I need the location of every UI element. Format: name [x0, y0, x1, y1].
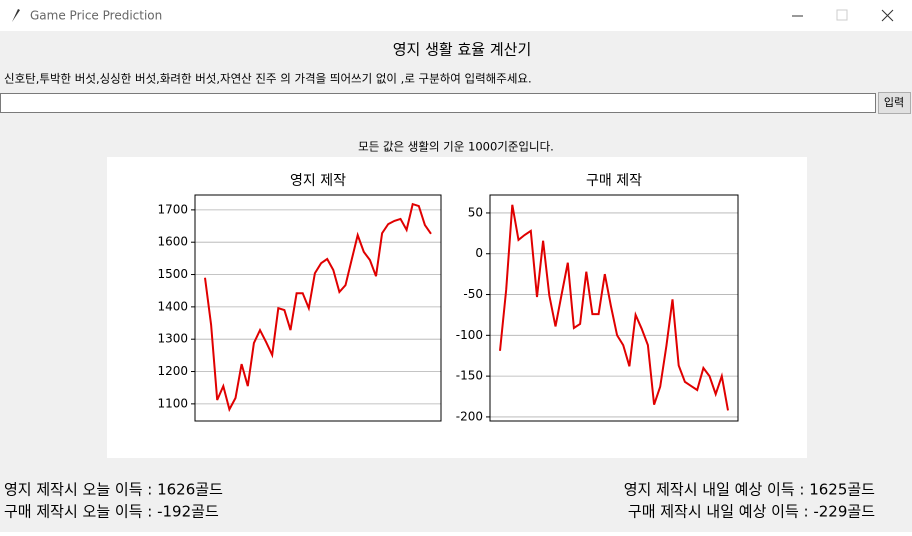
- maximize-button[interactable]: [836, 9, 848, 21]
- result-text: 구매 제작시 내일 예상 이득 : -229골드: [628, 503, 875, 521]
- result-text: 영지 제작시 내일 예상 이득 : 1625골드: [624, 481, 875, 499]
- price-input[interactable]: [0, 93, 876, 113]
- data-line: [499, 204, 729, 411]
- data-line: [204, 202, 432, 413]
- figure: [107, 157, 807, 458]
- y-tick-label: 1200: [157, 364, 188, 378]
- chart-title: 구매 제작: [586, 173, 642, 189]
- y-tick-label: -50: [463, 287, 483, 301]
- result-text: 영지 제작시 오늘 이득 : 1626골드: [4, 481, 223, 499]
- title-bar: [0, 0, 912, 31]
- axes-frame: [194, 194, 442, 422]
- chart-title: 영지 제작: [290, 173, 346, 189]
- y-tick-label: 1100: [157, 396, 188, 410]
- y-tick-label: -100: [456, 328, 483, 342]
- instruction: 신호탄,투박한 버섯,싱싱한 버섯,화려한 버섯,자연산 진주 의 가격을 띄어…: [4, 72, 532, 86]
- y-tick-label: 1500: [157, 267, 188, 281]
- result-text: 구매 제작시 오늘 이득 : -192골드: [4, 503, 219, 521]
- window-title: Game Price Prediction: [30, 9, 162, 23]
- axes-frame: [489, 194, 739, 422]
- y-tick-label: 1300: [157, 332, 188, 346]
- y-tick-label: 1700: [157, 202, 188, 216]
- y-tick-label: 0: [475, 246, 483, 260]
- close-button[interactable]: [881, 9, 894, 22]
- app-icon: [12, 9, 20, 22]
- heading: 영지 생활 효율 계산기: [393, 41, 532, 59]
- y-tick-label: 1600: [157, 235, 188, 249]
- note: 모든 값은 생활의 기운 1000기준입니다.: [358, 140, 554, 154]
- y-tick-label: -200: [456, 409, 483, 423]
- submit-button-label: 입력: [884, 96, 904, 109]
- y-tick-label: 1400: [157, 299, 188, 313]
- y-tick-label: 50: [468, 205, 483, 219]
- submit-button[interactable]: [878, 92, 911, 114]
- y-tick-label: -150: [456, 369, 483, 383]
